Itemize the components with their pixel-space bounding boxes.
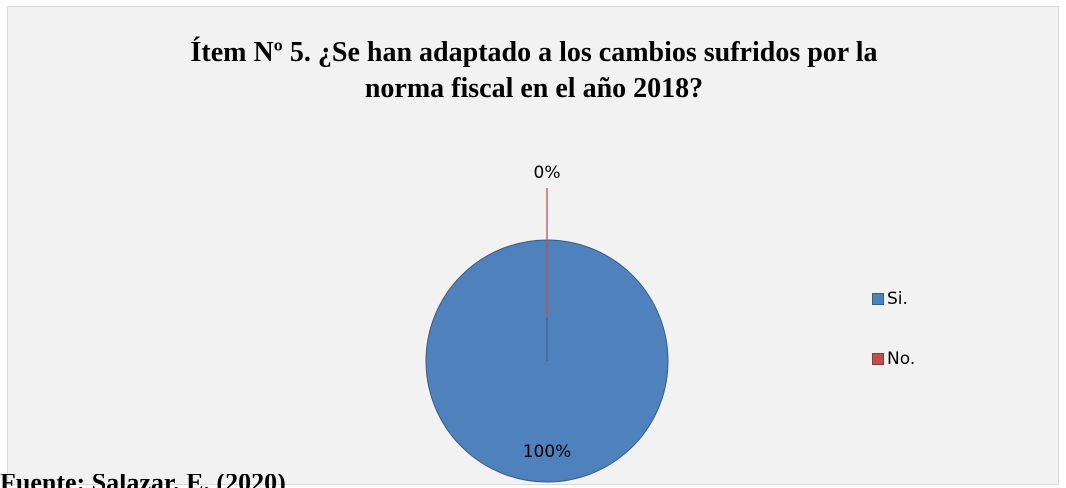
legend-item-si: Si. — [872, 289, 915, 309]
legend-swatch-si — [872, 293, 884, 305]
pie-plot: 100% 0% — [425, 163, 669, 483]
legend-label-si: Si. — [887, 289, 908, 309]
source-note: Fuente: Salazar, E. (2020) — [0, 474, 360, 488]
legend: Si. No. — [872, 289, 915, 409]
chart-title: Ítem Nº 5. ¿Se han adaptado a los cambio… — [190, 37, 878, 104]
chart-area: Ítem Nº 5. ¿Se han adaptado a los cambio… — [7, 6, 1059, 485]
legend-item-no: No. — [872, 349, 915, 369]
legend-swatch-no — [872, 353, 884, 365]
data-label-si: 100% — [523, 442, 572, 462]
data-label-no: 0% — [534, 163, 561, 183]
legend-label-no: No. — [887, 349, 916, 369]
source-text: Fuente: Salazar, E. (2020) — [0, 474, 360, 488]
